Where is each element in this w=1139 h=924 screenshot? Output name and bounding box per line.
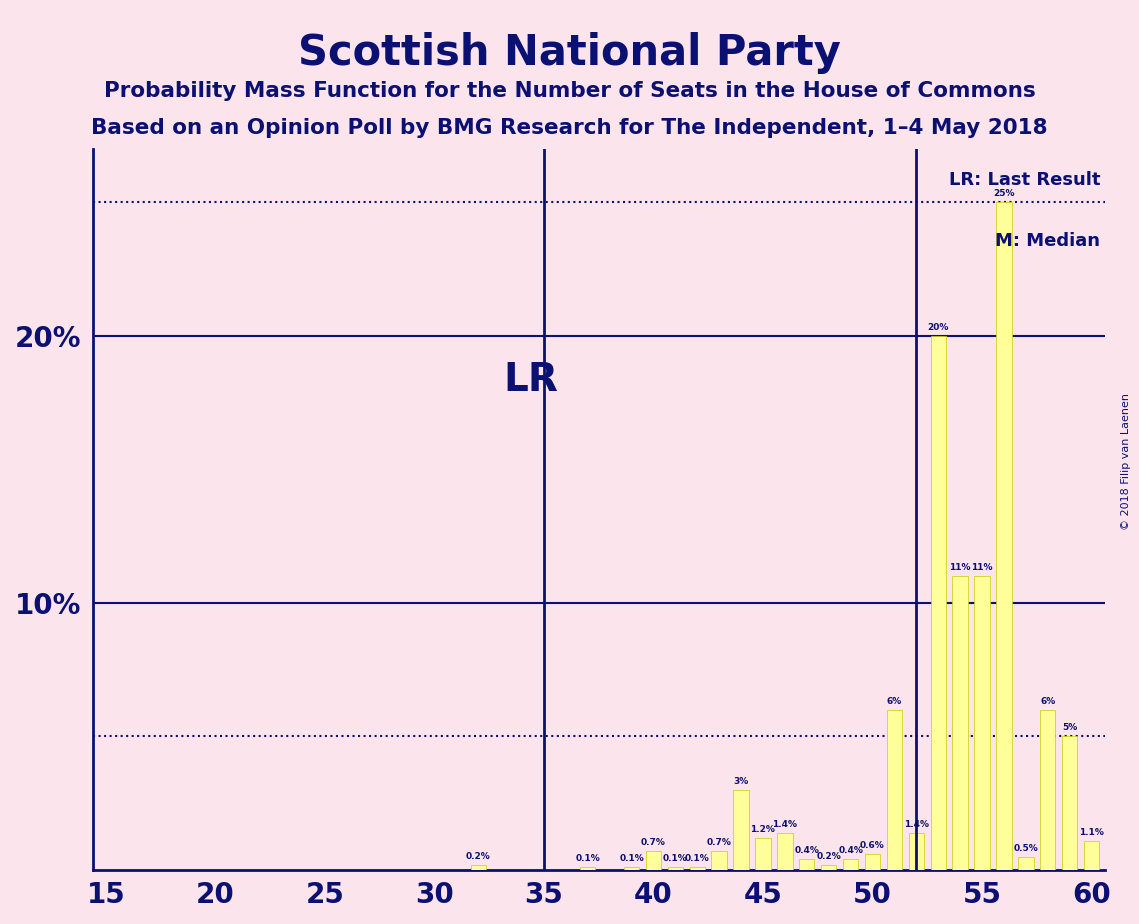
Text: 6%: 6% [887, 697, 902, 706]
Text: 0.2%: 0.2% [466, 852, 491, 860]
Text: 0.2%: 0.2% [817, 852, 841, 860]
Text: 6%: 6% [1040, 697, 1056, 706]
Text: 0.5%: 0.5% [1014, 844, 1039, 853]
Bar [909, 833, 924, 869]
Bar [1062, 736, 1077, 869]
Bar [624, 868, 639, 869]
Text: 11%: 11% [950, 564, 970, 572]
Bar [865, 854, 880, 869]
Text: 0.7%: 0.7% [641, 838, 666, 847]
Text: 0.4%: 0.4% [838, 846, 863, 856]
Text: 1.4%: 1.4% [904, 820, 928, 829]
Text: Based on an Opinion Poll by BMG Research for The Independent, 1–4 May 2018: Based on an Opinion Poll by BMG Research… [91, 118, 1048, 139]
Bar [646, 851, 661, 869]
Text: Scottish National Party: Scottish National Party [298, 32, 841, 74]
Text: M: Median: M: Median [995, 233, 1100, 250]
Text: 0.1%: 0.1% [620, 854, 644, 863]
Bar [777, 833, 793, 869]
Text: 5%: 5% [1062, 723, 1077, 733]
Text: 0.1%: 0.1% [575, 854, 600, 863]
Text: 1.2%: 1.2% [751, 825, 776, 833]
Text: 1.4%: 1.4% [772, 820, 797, 829]
Text: LR: Last Result: LR: Last Result [949, 171, 1100, 189]
Bar [952, 577, 968, 869]
Bar [712, 851, 727, 869]
Text: 0.7%: 0.7% [706, 838, 731, 847]
Text: 1.1%: 1.1% [1079, 828, 1104, 836]
Bar [1084, 841, 1099, 869]
Bar [667, 868, 683, 869]
Text: 20%: 20% [927, 322, 949, 332]
Bar [689, 868, 705, 869]
Text: 0.1%: 0.1% [685, 854, 710, 863]
Text: 0.4%: 0.4% [794, 846, 819, 856]
Text: 0.1%: 0.1% [663, 854, 688, 863]
Text: LR: LR [503, 360, 558, 398]
Bar [974, 577, 990, 869]
Text: 11%: 11% [972, 564, 993, 572]
Text: Probability Mass Function for the Number of Seats in the House of Commons: Probability Mass Function for the Number… [104, 81, 1035, 102]
Bar [1018, 857, 1033, 869]
Bar [734, 790, 748, 869]
Text: 0.6%: 0.6% [860, 841, 885, 850]
Bar [887, 710, 902, 869]
Bar [580, 868, 596, 869]
Bar [470, 865, 486, 869]
Bar [800, 859, 814, 869]
Bar [821, 865, 836, 869]
Bar [843, 859, 859, 869]
Bar [931, 336, 945, 869]
Text: 3%: 3% [734, 777, 748, 785]
Bar [755, 838, 771, 869]
Text: © 2018 Filip van Laenen: © 2018 Filip van Laenen [1121, 394, 1131, 530]
Bar [997, 202, 1011, 869]
Bar [1040, 710, 1056, 869]
Text: 25%: 25% [993, 189, 1015, 199]
